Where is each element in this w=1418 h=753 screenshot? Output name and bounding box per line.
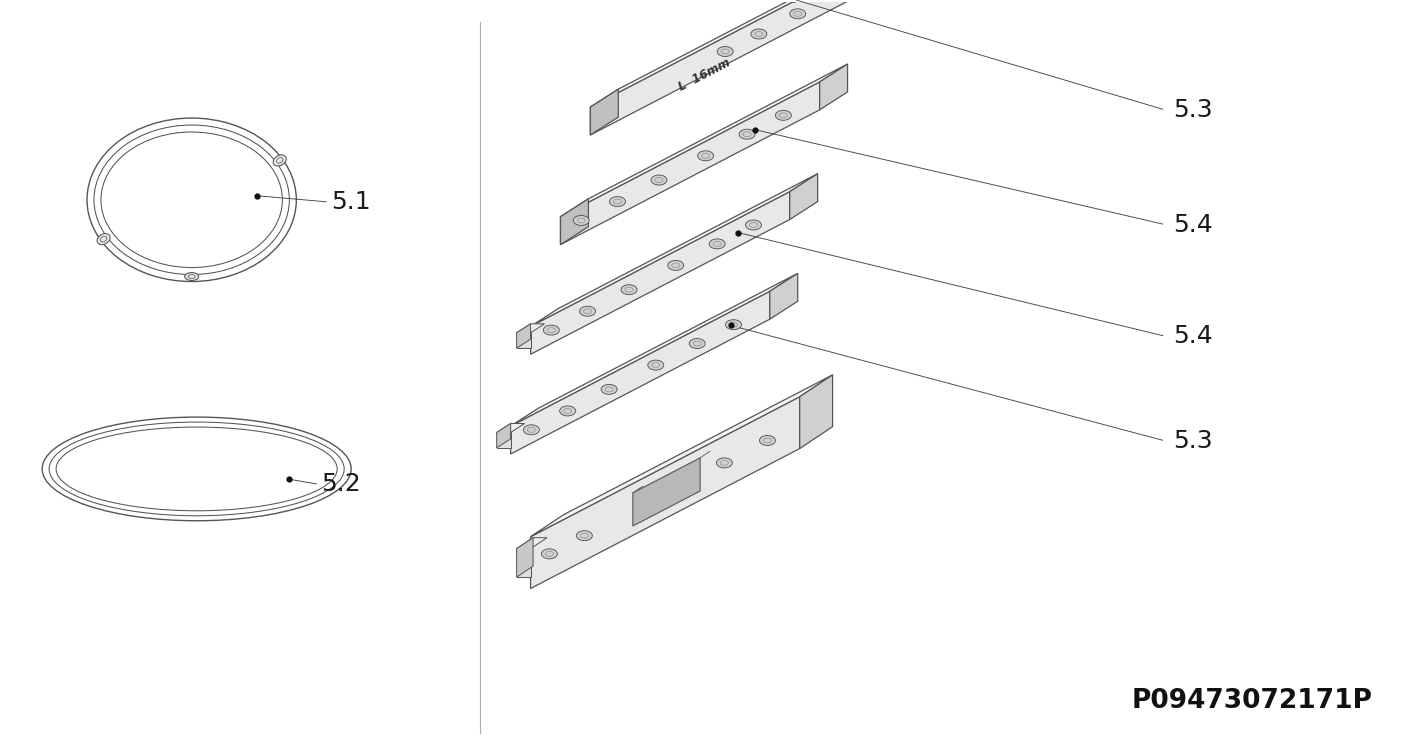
Ellipse shape	[96, 233, 111, 245]
Ellipse shape	[709, 239, 725, 248]
Polygon shape	[770, 273, 798, 319]
Polygon shape	[590, 0, 878, 107]
Polygon shape	[560, 199, 588, 245]
Text: 5.3: 5.3	[1174, 429, 1214, 453]
Polygon shape	[516, 538, 533, 577]
Polygon shape	[820, 64, 848, 110]
Polygon shape	[590, 0, 849, 135]
Ellipse shape	[651, 175, 666, 185]
Polygon shape	[530, 397, 800, 589]
Ellipse shape	[739, 130, 754, 139]
Ellipse shape	[523, 425, 539, 434]
Polygon shape	[516, 538, 547, 549]
Ellipse shape	[716, 458, 732, 468]
Ellipse shape	[790, 9, 805, 19]
Ellipse shape	[601, 384, 617, 395]
Polygon shape	[516, 324, 545, 333]
Polygon shape	[530, 191, 790, 354]
Polygon shape	[496, 432, 510, 448]
Polygon shape	[632, 458, 700, 526]
Polygon shape	[496, 423, 525, 432]
Polygon shape	[790, 174, 818, 220]
Text: 5.1: 5.1	[332, 190, 372, 214]
Polygon shape	[800, 375, 832, 449]
Polygon shape	[560, 64, 848, 217]
Polygon shape	[530, 375, 832, 537]
Ellipse shape	[184, 273, 199, 281]
Polygon shape	[496, 423, 510, 448]
Ellipse shape	[573, 215, 590, 225]
Ellipse shape	[752, 29, 767, 39]
Ellipse shape	[746, 220, 761, 230]
Text: 5.3: 5.3	[1174, 98, 1214, 122]
Ellipse shape	[718, 47, 733, 56]
Text: 5.4: 5.4	[1174, 212, 1214, 236]
Polygon shape	[510, 291, 770, 454]
Ellipse shape	[668, 261, 683, 270]
Text: P09473072171P: P09473072171P	[1132, 688, 1373, 714]
Ellipse shape	[577, 531, 593, 541]
Ellipse shape	[580, 306, 596, 316]
Polygon shape	[516, 324, 530, 348]
Ellipse shape	[543, 325, 559, 335]
Polygon shape	[530, 174, 818, 326]
Ellipse shape	[542, 549, 557, 559]
Ellipse shape	[274, 155, 286, 166]
Polygon shape	[516, 333, 530, 348]
Ellipse shape	[698, 151, 713, 160]
Ellipse shape	[648, 360, 664, 370]
Text: 5.2: 5.2	[322, 472, 362, 496]
Polygon shape	[560, 82, 820, 245]
Ellipse shape	[726, 320, 742, 330]
Text: 5.4: 5.4	[1174, 325, 1214, 349]
Ellipse shape	[560, 406, 576, 416]
Ellipse shape	[621, 285, 637, 294]
Polygon shape	[590, 89, 618, 135]
Ellipse shape	[776, 111, 791, 120]
Text: L  16mm: L 16mm	[676, 56, 732, 94]
Ellipse shape	[610, 197, 625, 206]
Polygon shape	[516, 549, 530, 577]
Ellipse shape	[760, 435, 776, 446]
Ellipse shape	[689, 339, 705, 349]
Polygon shape	[510, 273, 798, 426]
